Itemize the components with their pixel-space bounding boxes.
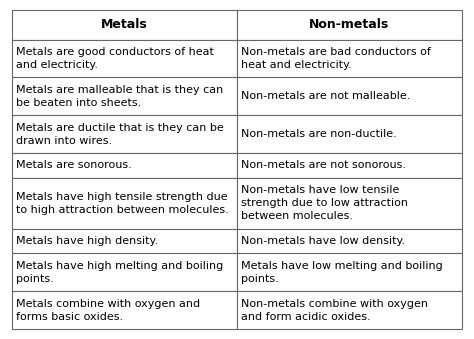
Bar (12, 10, 237, 40)
Text: Non-metals combine with oxygen: Non-metals combine with oxygen (241, 299, 428, 308)
Text: be beaten into sheets.: be beaten into sheets. (16, 98, 141, 108)
Bar (12, 228, 237, 253)
Bar (237, 291, 462, 329)
Text: Metals have high tensile strength due: Metals have high tensile strength due (16, 192, 228, 202)
Text: between molecules.: between molecules. (241, 211, 353, 221)
Bar (237, 40, 462, 77)
Text: Non-metals are non-ductile.: Non-metals are non-ductile. (241, 129, 397, 139)
Bar (12, 253, 237, 291)
Text: Metals have high melting and boiling: Metals have high melting and boiling (16, 261, 223, 271)
Text: Metals are ductile that is they can be: Metals are ductile that is they can be (16, 123, 224, 133)
Text: Non-metals: Non-metals (310, 18, 390, 31)
Text: Non-metals are not sonorous.: Non-metals are not sonorous. (241, 160, 406, 171)
Text: forms basic oxides.: forms basic oxides. (16, 312, 123, 322)
Bar (237, 228, 462, 253)
Bar (237, 153, 462, 178)
Bar (237, 178, 462, 228)
Text: points.: points. (241, 274, 279, 284)
Text: Metals are good conductors of heat: Metals are good conductors of heat (16, 47, 214, 57)
Bar (12, 77, 237, 115)
Text: Non-metals are not malleable.: Non-metals are not malleable. (241, 91, 410, 101)
Text: Metals are malleable that is they can: Metals are malleable that is they can (16, 85, 223, 95)
Text: Metals: Metals (101, 18, 148, 31)
Text: drawn into wires.: drawn into wires. (16, 136, 112, 145)
Text: Non-metals have low tensile: Non-metals have low tensile (241, 185, 400, 195)
Bar (12, 40, 237, 77)
Bar (12, 291, 237, 329)
Text: Metals combine with oxygen and: Metals combine with oxygen and (16, 299, 200, 308)
Text: strength due to low attraction: strength due to low attraction (241, 198, 408, 208)
Text: Metals are sonorous.: Metals are sonorous. (16, 160, 132, 171)
Text: to high attraction between molecules.: to high attraction between molecules. (16, 205, 229, 215)
Bar (12, 153, 237, 178)
Bar (237, 77, 462, 115)
Text: and form acidic oxides.: and form acidic oxides. (241, 312, 371, 322)
Bar (237, 115, 462, 153)
Text: Metals have high density.: Metals have high density. (16, 236, 158, 246)
Bar (237, 253, 462, 291)
Text: and electricity.: and electricity. (16, 60, 98, 70)
Text: Metals have low melting and boiling: Metals have low melting and boiling (241, 261, 443, 271)
Bar (237, 10, 462, 40)
Text: Non-metals have low density.: Non-metals have low density. (241, 236, 405, 246)
Text: points.: points. (16, 274, 54, 284)
Bar (12, 115, 237, 153)
Bar (12, 178, 237, 228)
Text: Non-metals are bad conductors of: Non-metals are bad conductors of (241, 47, 431, 57)
Text: heat and electricity.: heat and electricity. (241, 60, 352, 70)
